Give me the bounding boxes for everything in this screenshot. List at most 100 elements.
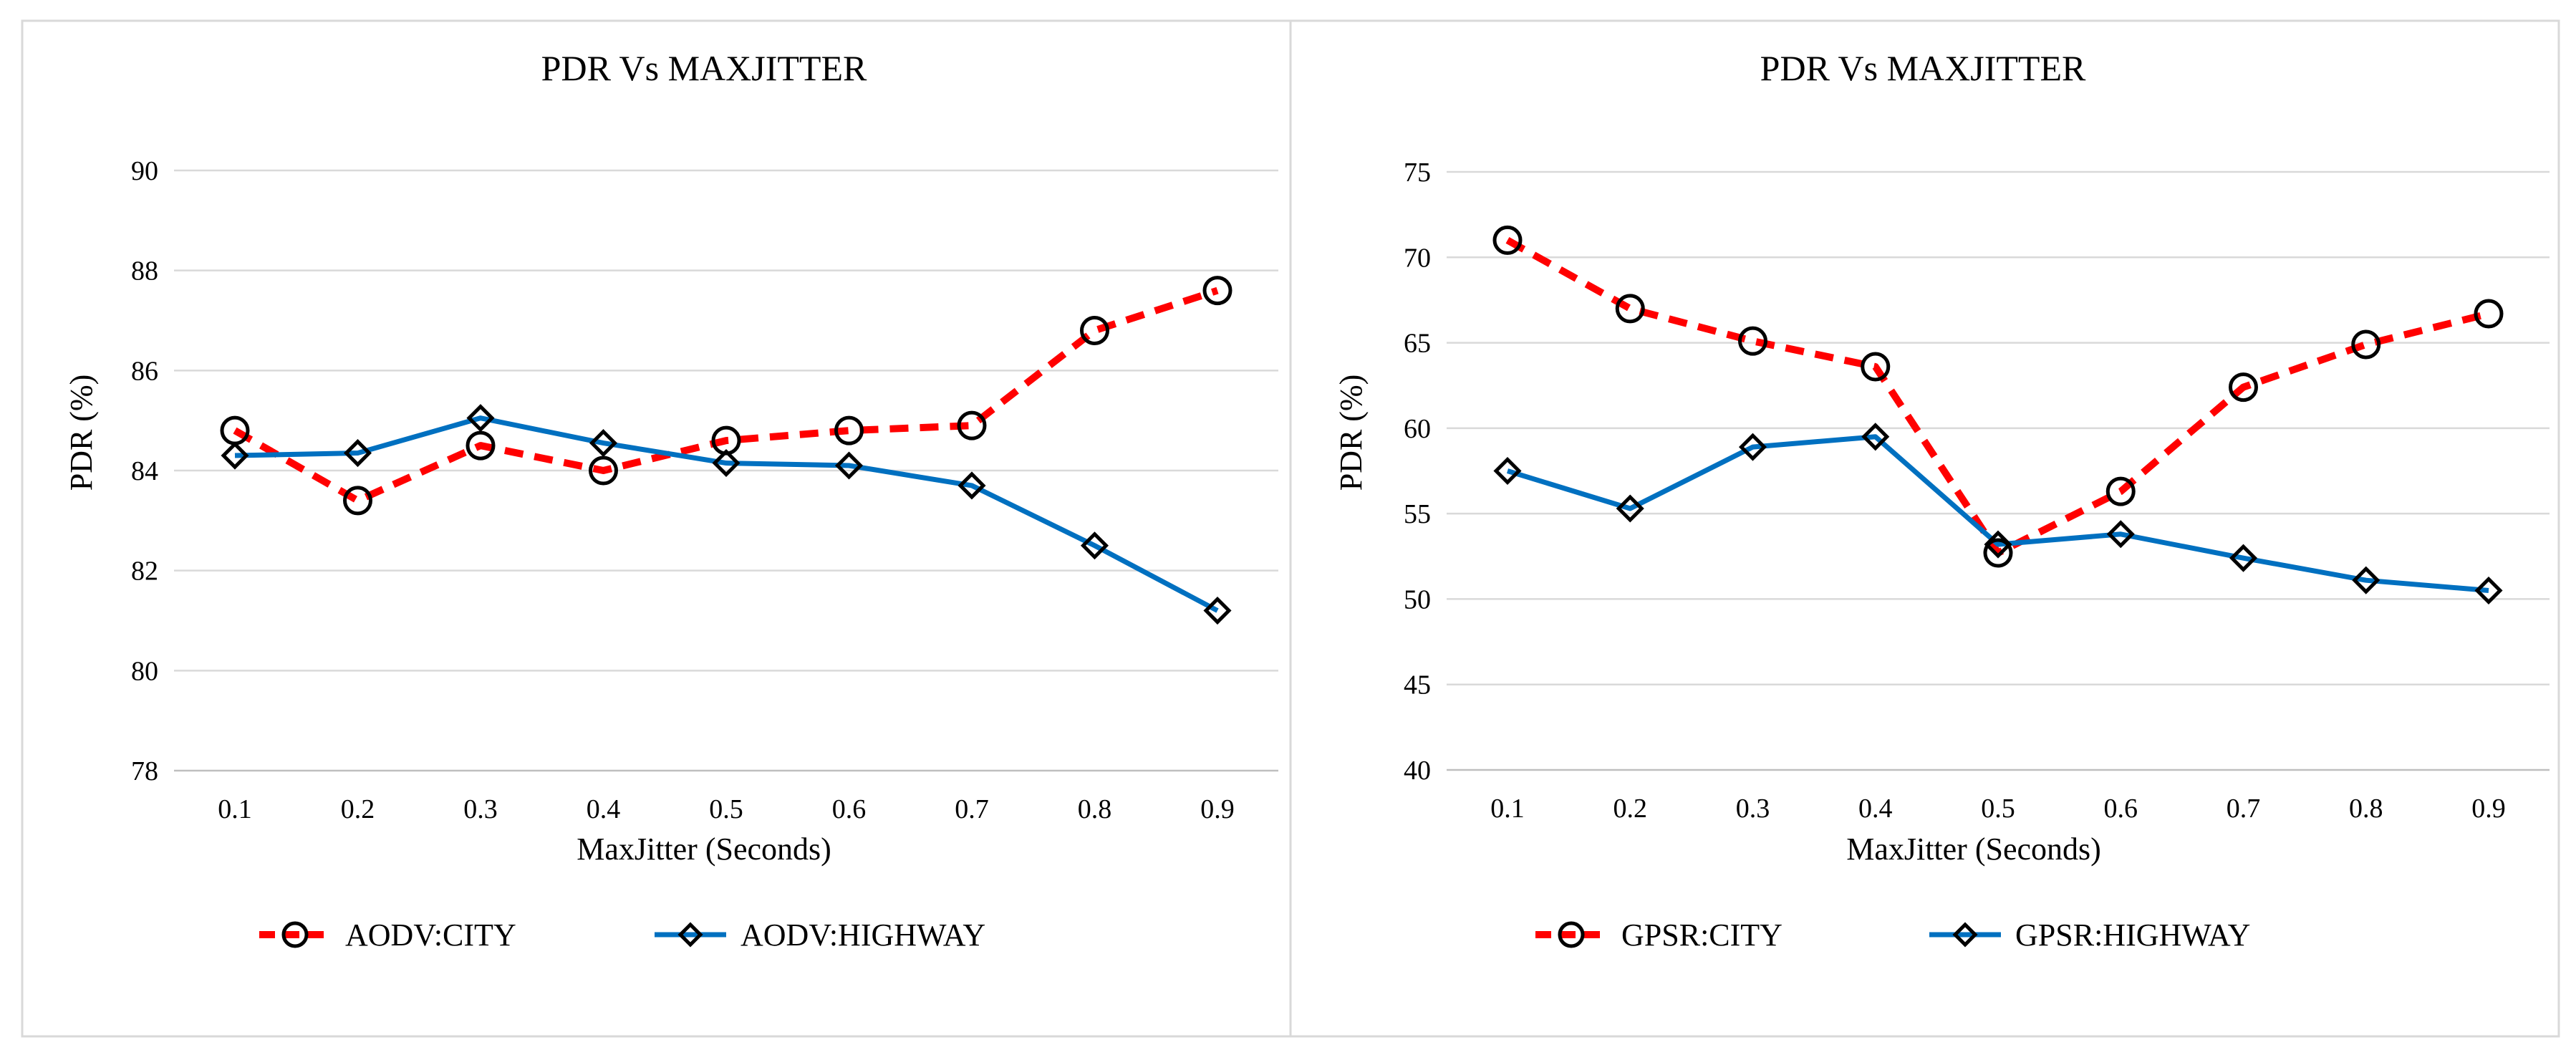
x-tick-label: 0.7 [955, 794, 989, 824]
data-point [1861, 352, 1891, 382]
legend-label-highway: AODV:HIGHWAY [741, 917, 985, 953]
x-tick-label: 0.8 [1078, 794, 1112, 824]
chart-title: PDR Vs MAXJITTER [541, 48, 867, 88]
y-tick-label: 82 [131, 556, 158, 587]
data-point [2229, 544, 2258, 572]
x-tick-label: 0.9 [1200, 794, 1235, 824]
y-tick-label: 88 [131, 256, 158, 286]
data-point [1738, 433, 1767, 461]
data-point [1983, 538, 2013, 568]
data-point [1080, 315, 1109, 345]
data-point [2229, 372, 2258, 403]
data-point [957, 410, 987, 440]
data-point [1861, 423, 1890, 451]
series-line-city [1505, 237, 2490, 557]
data-point [1203, 596, 1232, 625]
y-tick-label: 60 [1404, 414, 1431, 444]
data-point [589, 429, 618, 458]
data-point [1616, 494, 1644, 523]
series-line-highway [1506, 434, 2489, 593]
chart-left: PDR Vs MAXJITTER 78 80 82 84 86 88 90 0.… [64, 48, 1278, 953]
data-point [1738, 326, 1767, 356]
y-tick-label: 78 [131, 756, 158, 786]
data-point [1492, 225, 1523, 255]
series-line-city [233, 286, 1219, 504]
x-axis-label: MaxJitter (Seconds) [577, 832, 831, 867]
y-axis-ticks: 78 80 82 84 86 88 90 [131, 156, 158, 786]
legend: AODV:CITY AODV:HIGHWAY [259, 917, 985, 953]
legend-swatch-city [259, 921, 331, 948]
data-point [712, 448, 741, 478]
x-tick-label: 0.4 [1858, 794, 1893, 824]
x-axis-label: MaxJitter (Seconds) [1846, 832, 2101, 867]
y-axis-label: PDR (%) [1333, 375, 1369, 491]
data-point [2105, 476, 2136, 506]
chart-right: PDR Vs MAXJITTER 40 45 50 55 60 65 70 75… [1333, 48, 2550, 953]
data-point [957, 471, 986, 500]
data-point [1493, 456, 1522, 486]
y-tick-label: 40 [1404, 756, 1431, 786]
data-point [343, 439, 372, 468]
chart-title: PDR Vs MAXJITTER [1760, 48, 2086, 88]
data-point [2351, 329, 2381, 360]
y-axis-label: PDR (%) [64, 375, 99, 491]
data-point [2106, 520, 2135, 549]
data-point [1202, 276, 1232, 306]
legend-label-city: GPSR:CITY [1621, 917, 1783, 953]
x-tick-label: 0.3 [1736, 794, 1770, 824]
chart-panel-left [21, 19, 1292, 1038]
x-tick-label: 0.1 [1490, 794, 1525, 824]
y-tick-label: 86 [131, 356, 158, 386]
legend-label-city: AODV:CITY [345, 917, 516, 953]
data-point [2474, 299, 2504, 329]
data-point [834, 415, 864, 445]
data-point [1080, 531, 1109, 560]
gridlines [174, 169, 1278, 772]
chart-panel-right [1289, 19, 2560, 1038]
x-tick-label: 0.2 [1613, 794, 1648, 824]
x-tick-label: 0.1 [218, 794, 252, 824]
data-point [466, 404, 495, 433]
legend-swatch-highway [1929, 922, 2001, 948]
data-point [1984, 530, 2012, 559]
x-axis-ticks: 0.1 0.2 0.3 0.4 0.5 0.6 0.7 0.8 0.9 [218, 794, 1235, 824]
x-axis-ticks: 0.1 0.2 0.3 0.4 0.5 0.6 0.7 0.8 0.9 [1490, 794, 2506, 824]
x-tick-label: 0.3 [463, 794, 498, 824]
legend-swatch-highway [655, 922, 726, 948]
data-point [589, 456, 618, 486]
data-point [834, 451, 864, 480]
data-point [1952, 922, 1978, 948]
y-tick-label: 80 [131, 656, 158, 686]
data-point [465, 430, 496, 461]
y-tick-label: 50 [1404, 584, 1431, 615]
data-point [1558, 921, 1585, 948]
x-tick-label: 0.5 [1981, 794, 2015, 824]
y-tick-label: 70 [1404, 243, 1431, 273]
y-tick-label: 75 [1404, 158, 1431, 188]
x-tick-label: 0.9 [2471, 794, 2506, 824]
data-point [2352, 566, 2380, 594]
legend: GPSR:CITY GPSR:HIGHWAY [1535, 917, 2250, 953]
y-tick-label: 90 [131, 156, 158, 186]
legend-swatch-city [1535, 921, 1607, 948]
data-point [677, 922, 703, 948]
series-line-highway [234, 415, 1219, 613]
gridlines [1447, 170, 2550, 771]
y-tick-label: 45 [1404, 670, 1431, 700]
y-tick-label: 55 [1404, 499, 1431, 529]
x-tick-label: 0.8 [2349, 794, 2383, 824]
x-tick-label: 0.6 [2104, 794, 2138, 824]
data-point [2474, 576, 2503, 605]
data-point [343, 486, 372, 516]
x-tick-label: 0.4 [587, 794, 621, 824]
data-point [281, 921, 309, 948]
y-tick-label: 84 [131, 456, 158, 486]
data-point [1615, 294, 1645, 324]
legend-label-highway: GPSR:HIGHWAY [2015, 917, 2250, 953]
x-tick-label: 0.7 [2227, 794, 2261, 824]
y-axis-ticks: 40 45 50 55 60 65 70 75 [1404, 158, 1431, 786]
series-layer [220, 276, 1232, 625]
series-layer [1492, 225, 2504, 605]
y-tick-label: 65 [1404, 329, 1431, 359]
